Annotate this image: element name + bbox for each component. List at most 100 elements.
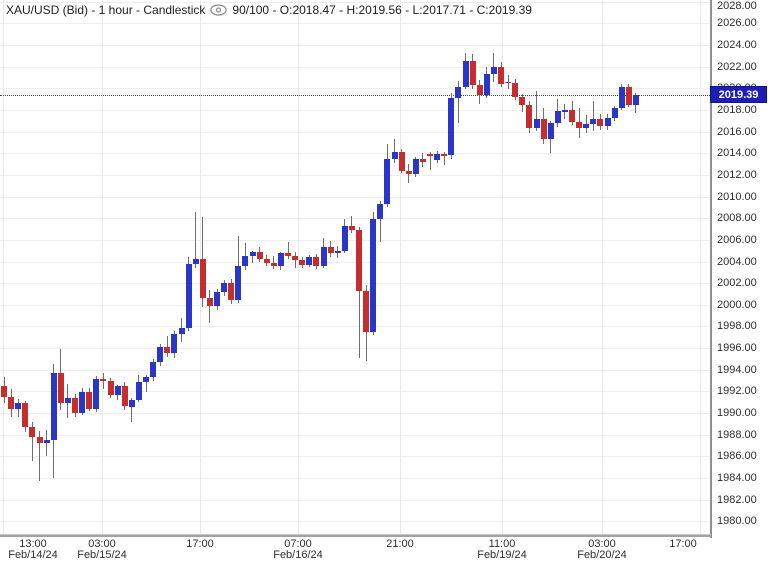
candle-body-bear — [505, 81, 512, 84]
current-price-line — [0, 94, 710, 96]
time-tick-label: 03:00 Feb/20/24 — [577, 538, 627, 561]
candle-body-bull — [242, 256, 249, 266]
time-gridline — [400, 0, 401, 534]
price-gridline — [0, 499, 710, 501]
eye-icon[interactable] — [210, 4, 228, 16]
candle-body-bull — [590, 118, 597, 125]
price-gridline — [0, 304, 710, 306]
candle-body-bull — [157, 346, 164, 363]
candle-body-bear — [285, 252, 291, 257]
price-gridline — [0, 196, 710, 198]
price-gridline — [0, 369, 710, 371]
price-gridline — [0, 45, 710, 47]
candle-body-bear — [100, 379, 107, 381]
candle-wick — [443, 152, 445, 166]
candle-body-bull — [341, 225, 348, 251]
candle-wick — [457, 80, 459, 123]
price-tick-label: 1984.00 — [717, 471, 757, 484]
price-tick-label: 2014.00 — [717, 147, 757, 160]
candle-body-bear — [292, 256, 299, 261]
candle-body-bull — [547, 123, 554, 140]
price-tick-label: 2016.00 — [717, 125, 757, 138]
time-axis[interactable]: 13:00 Feb/14/24 03:00 Feb/15/24 17:00 07:00 Fe… — [0, 537, 711, 565]
candle-body-bull — [384, 158, 391, 205]
price-gridline — [0, 477, 710, 479]
candle-body-bear — [576, 121, 583, 129]
candle-wick — [31, 421, 33, 461]
price-tick-label: 2028.00 — [717, 0, 757, 12]
candle-body-bear — [519, 97, 526, 105]
price-gridline — [0, 23, 710, 25]
price-tick-label: 1982.00 — [717, 493, 757, 506]
plot-area[interactable]: XAU/USD (Bid) - 1 hour - Candlestick 90/… — [0, 0, 711, 534]
candle-body-bear — [363, 290, 370, 332]
candle-body-bear — [327, 247, 334, 253]
candle-body-bear — [356, 230, 362, 291]
time-gridline — [602, 0, 603, 534]
candle-body-bull — [143, 377, 149, 382]
price-gridline — [0, 412, 710, 414]
candle-wick — [252, 250, 253, 263]
chart-title: XAU/USD (Bid) - 1 hour - Candlestick — [6, 3, 206, 17]
candle-wick — [429, 152, 431, 170]
price-gridline — [0, 66, 710, 68]
price-tick-label: 2018.00 — [717, 104, 757, 117]
candle-body-bear — [36, 436, 43, 444]
candle-body-bull — [171, 334, 178, 354]
time-tick-label: 03:00 Feb/15/24 — [77, 538, 127, 561]
candle-body-bear — [8, 396, 15, 409]
candle-body-bear — [199, 259, 206, 299]
candle-body-bear — [1, 385, 7, 397]
price-gridline — [0, 239, 710, 241]
price-tick-label: 1998.00 — [717, 320, 757, 333]
candle-body-bear — [419, 158, 426, 162]
price-axis[interactable]: 2019.39 2028.002026.002024.002022.002020… — [710, 0, 768, 565]
price-gridline — [0, 174, 710, 176]
candle-body-bull — [50, 372, 57, 441]
candle-body-bear — [121, 385, 128, 407]
candle-body-bear — [625, 87, 632, 105]
candle-body-bear — [526, 104, 533, 129]
price-tick-label: 1986.00 — [717, 450, 757, 463]
chart-ohlc-summary: 90/100 - O:2018.47 - H:2019.56 - L:2017.… — [232, 3, 532, 17]
price-gridline — [0, 153, 710, 155]
candle-body-bear — [348, 225, 355, 231]
candle-body-bull — [490, 66, 497, 75]
time-tick-label: 11:00 Feb/19/24 — [477, 538, 527, 561]
price-tick-label: 2004.00 — [717, 255, 757, 268]
price-gridline — [0, 261, 710, 263]
time-tick-label: 17:00 — [669, 538, 697, 550]
price-tick-label: 2002.00 — [717, 277, 757, 290]
price-gridline — [0, 348, 710, 350]
time-tick-label: 17:00 — [186, 538, 214, 550]
candle-body-bear — [512, 82, 519, 98]
price-tick-label: 2006.00 — [717, 233, 757, 246]
candle-wick — [592, 101, 594, 131]
candle-wick — [39, 431, 40, 482]
candle-wick — [166, 336, 168, 357]
time-gridline — [3, 0, 4, 534]
candle-body-bear — [29, 427, 36, 437]
candle-body-bull — [533, 118, 540, 129]
time-gridline — [700, 0, 701, 534]
price-gridline — [0, 434, 710, 436]
candle-body-bull — [192, 259, 199, 264]
candle-body-bull — [462, 61, 469, 88]
price-tick-label: 2026.00 — [717, 17, 757, 30]
candle-body-bull — [150, 362, 157, 378]
candle-body-bull — [128, 400, 135, 407]
candle-wick — [585, 115, 587, 133]
candle-wick — [195, 211, 197, 268]
candle-body-bull — [306, 257, 313, 265]
candle-body-bull — [391, 152, 398, 159]
candle-body-bear — [441, 154, 448, 156]
candle-body-bull — [15, 403, 22, 409]
price-gridline — [0, 131, 710, 133]
candle-body-bull — [583, 124, 590, 129]
candle-body-bear — [263, 259, 270, 263]
candle-body-bull — [334, 250, 341, 253]
candle-wick — [394, 139, 395, 164]
candle-body-bull — [434, 154, 441, 160]
price-tick-label: 1992.00 — [717, 385, 757, 398]
candle-body-bull — [611, 107, 618, 118]
